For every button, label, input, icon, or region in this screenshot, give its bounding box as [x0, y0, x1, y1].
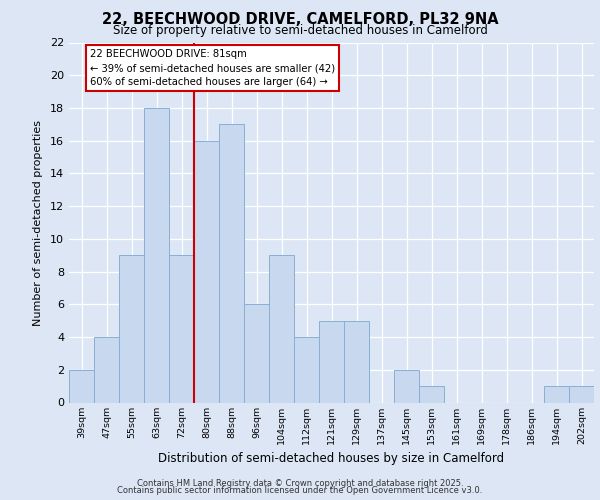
Text: 22, BEECHWOOD DRIVE, CAMELFORD, PL32 9NA: 22, BEECHWOOD DRIVE, CAMELFORD, PL32 9NA: [101, 12, 499, 28]
Bar: [319, 320, 344, 402]
Text: Contains public sector information licensed under the Open Government Licence v3: Contains public sector information licen…: [118, 486, 482, 495]
X-axis label: Distribution of semi-detached houses by size in Camelford: Distribution of semi-detached houses by …: [158, 452, 505, 465]
Bar: [269, 255, 294, 402]
Bar: [419, 386, 444, 402]
Text: Contains HM Land Registry data © Crown copyright and database right 2025.: Contains HM Land Registry data © Crown c…: [137, 478, 463, 488]
Bar: [119, 255, 144, 402]
Bar: [344, 320, 369, 402]
Bar: [144, 108, 169, 403]
Bar: [569, 386, 594, 402]
Text: 22 BEECHWOOD DRIVE: 81sqm
← 39% of semi-detached houses are smaller (42)
60% of : 22 BEECHWOOD DRIVE: 81sqm ← 39% of semi-…: [90, 49, 335, 87]
Bar: [294, 337, 319, 402]
Bar: [169, 255, 194, 402]
Bar: [94, 337, 119, 402]
Bar: [394, 370, 419, 402]
Bar: [194, 140, 219, 402]
Bar: [244, 304, 269, 402]
Bar: [544, 386, 569, 402]
Y-axis label: Number of semi-detached properties: Number of semi-detached properties: [33, 120, 43, 326]
Text: Size of property relative to semi-detached houses in Camelford: Size of property relative to semi-detach…: [113, 24, 487, 37]
Bar: [219, 124, 244, 402]
Bar: [69, 370, 94, 402]
